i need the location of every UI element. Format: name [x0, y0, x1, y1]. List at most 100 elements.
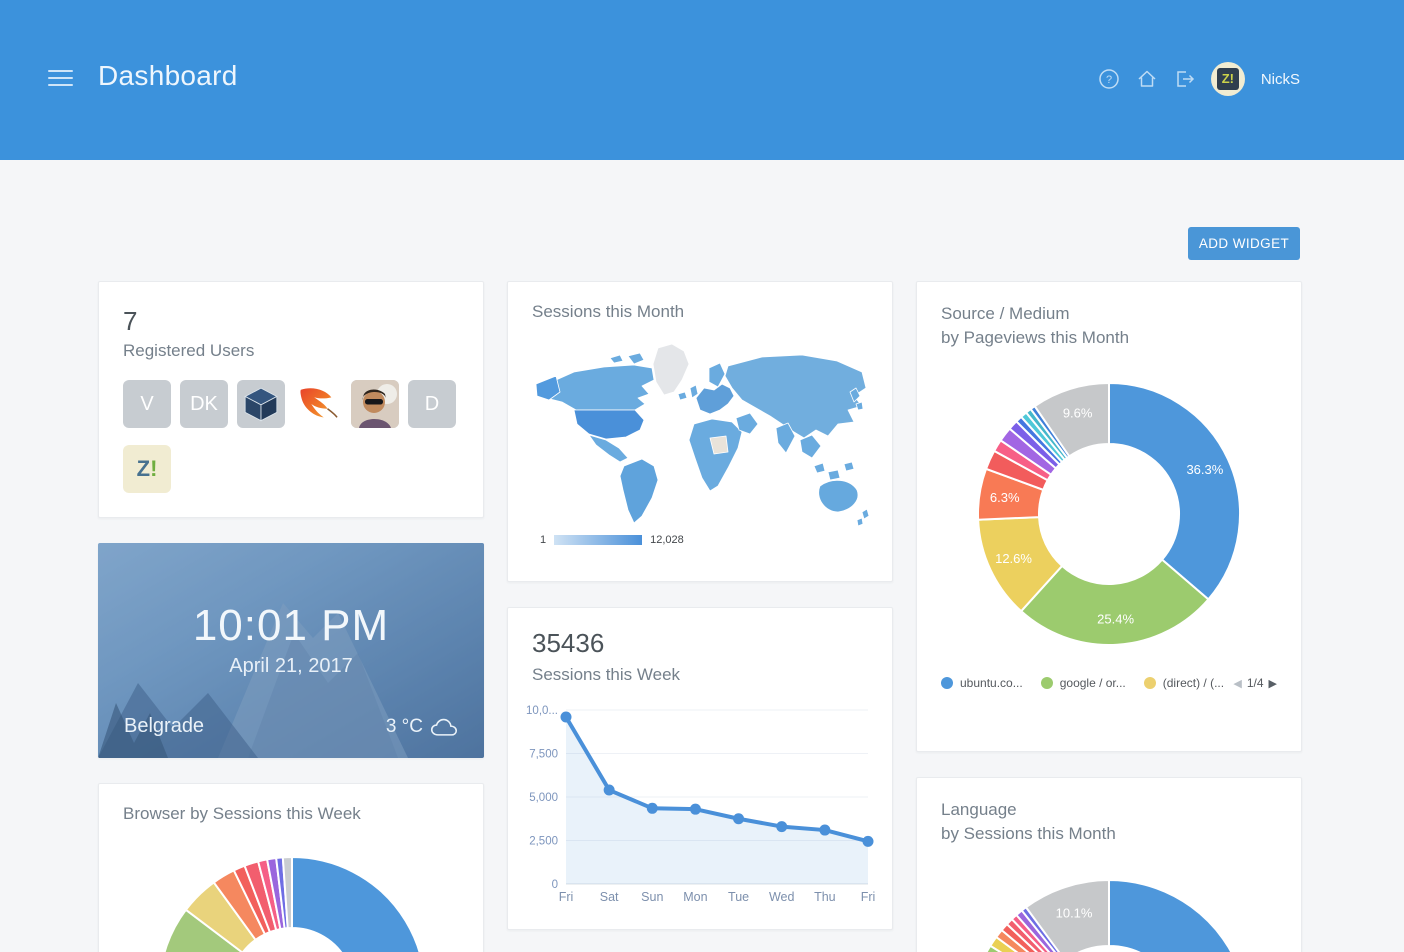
map-africa — [688, 418, 743, 492]
user-tile-zlogo[interactable]: Z! — [123, 445, 171, 493]
legend-item[interactable]: google / or... — [1040, 676, 1126, 690]
world-map-chart[interactable] — [532, 340, 870, 532]
line-data-point[interactable] — [733, 813, 745, 825]
user-tile-initials[interactable]: DK — [180, 380, 228, 428]
y-axis-tick-label: 2,500 — [529, 836, 558, 848]
map-card-title: Sessions this Month — [532, 302, 685, 321]
language-title-line2: by Sessions this Month — [941, 824, 1116, 843]
donut-slice[interactable] — [1019, 558, 1210, 646]
source-medium-title-line1: Source / Medium — [941, 304, 1070, 323]
x-axis-tick-label: Mon — [683, 890, 707, 904]
donut-slice[interactable] — [1108, 878, 1249, 952]
line-data-point[interactable] — [862, 835, 874, 847]
donut-slice[interactable] — [1033, 381, 1110, 458]
y-axis-tick-label: 0 — [552, 879, 558, 891]
svg-text:?: ? — [1106, 74, 1112, 86]
browser-sessions-card: Browser by Sessions this Week — [98, 783, 484, 952]
language-card: Language by Sessions this Month 40%43.9%… — [916, 777, 1302, 952]
logout-icon[interactable] — [1173, 67, 1197, 91]
user-tile-photo[interactable] — [351, 380, 399, 428]
donut-slice[interactable] — [183, 855, 425, 952]
sessions-week-label: Sessions this Week — [532, 665, 681, 684]
user-photo — [351, 380, 399, 428]
clock-time: 10:01 PM — [192, 601, 390, 650]
source-medium-legend: ubuntu.co... google / or... (direct) / (… — [941, 676, 1277, 690]
legend-item[interactable]: (direct) / (... — [1143, 676, 1224, 690]
user-avatar[interactable]: Z! — [1210, 62, 1245, 96]
map-australia — [818, 480, 859, 513]
map-alaska — [535, 375, 561, 401]
line-data-point[interactable] — [819, 824, 831, 836]
registered-users-label: Registered Users — [123, 341, 255, 360]
pager-page-indicator: 1/4 — [1246, 676, 1264, 690]
x-axis-tick-label: Fri — [559, 890, 574, 904]
y-axis-tick-label: 5,000 — [529, 792, 558, 804]
user-tile-cube[interactable] — [237, 380, 285, 428]
sessions-month-map-card: Sessions this Month — [507, 281, 893, 582]
add-widget-button[interactable]: ADD WIDGET — [1188, 227, 1300, 260]
donut-slice-label: 36.3% — [1186, 462, 1223, 477]
map-europe — [695, 383, 735, 415]
clock-weather-card: 10:01 PM April 21, 2017 Belgrade 3 °C — [98, 543, 484, 758]
x-axis-tick-label: Sun — [641, 890, 663, 904]
browser-card-title: Browser by Sessions this Week — [123, 804, 361, 823]
language-donut-chart[interactable]: 40%43.9%10.1% — [964, 875, 1254, 952]
donut-slice[interactable] — [1024, 878, 1110, 952]
donut-slice-label: 6.3% — [990, 490, 1020, 505]
source-medium-card: Source / Medium by Pageviews this Month … — [916, 281, 1302, 752]
pager-next-icon[interactable]: ▶ — [1268, 677, 1277, 690]
legend-pager: ◀ 1/4 ▶ — [1233, 676, 1277, 690]
donut-slice[interactable] — [159, 908, 244, 952]
map-asia — [724, 354, 867, 439]
legend-dot — [1143, 677, 1156, 689]
donut-slice-label: 10.1% — [1056, 906, 1093, 921]
browser-donut-chart[interactable] — [156, 854, 428, 952]
registered-users-count: 7 — [123, 306, 138, 336]
donut-slice-label: 25.4% — [1097, 611, 1134, 626]
map-scale-min: 1 — [540, 534, 547, 546]
legend-dot — [941, 677, 953, 689]
app-header: Dashboard ? Z! NickS — [0, 0, 1404, 160]
map-scale-legend: 1 12,028 — [540, 534, 684, 546]
x-axis-tick-label: Fri — [861, 890, 876, 904]
help-icon[interactable]: ? — [1097, 67, 1121, 91]
map-south-america — [619, 458, 659, 524]
donut-slice[interactable] — [1015, 909, 1062, 952]
sessions-week-total: 35436 — [532, 628, 605, 658]
user-tile-initials[interactable]: V — [123, 380, 171, 428]
x-axis-tick-label: Wed — [769, 890, 795, 904]
line-data-point[interactable] — [689, 803, 701, 815]
line-data-point[interactable] — [776, 821, 788, 833]
feather-icon — [300, 388, 338, 418]
y-axis-tick-label: 10,0... — [526, 705, 558, 717]
map-north-america — [539, 364, 655, 411]
y-axis-tick-label: 7,500 — [529, 749, 558, 761]
weather-city: Belgrade — [124, 715, 205, 737]
donut-slice[interactable] — [1108, 381, 1241, 601]
sessions-week-line-chart[interactable]: 0 2,500 5,000 7,500 10,0... Fri Sat Sun Mon Tue We… — [518, 694, 882, 910]
cloud-icon — [430, 718, 458, 736]
pager-prev-icon[interactable]: ◀ — [1233, 677, 1242, 690]
x-axis-tick-label: Sat — [600, 890, 619, 904]
home-icon[interactable] — [1135, 67, 1159, 91]
line-data-point[interactable] — [646, 802, 658, 814]
user-tile-initials[interactable]: D — [408, 380, 456, 428]
menu-icon[interactable] — [48, 70, 73, 88]
user-name[interactable]: NickS — [1260, 70, 1300, 88]
map-scale-gradient — [554, 535, 643, 545]
legend-item[interactable]: ubuntu.co... — [941, 676, 1023, 690]
cube-icon — [244, 387, 278, 422]
x-axis-tick-label: Tue — [728, 890, 749, 904]
source-medium-title-line2: by Pageviews this Month — [941, 328, 1130, 347]
clock-date: April 21, 2017 — [229, 655, 353, 677]
map-greenland — [652, 343, 690, 396]
map-usa — [573, 409, 645, 440]
line-data-point[interactable] — [560, 711, 572, 723]
user-tile-feather[interactable] — [294, 380, 342, 428]
legend-dot — [1040, 677, 1053, 689]
source-medium-donut-chart[interactable]: 36.3% 25.4% 12.6% 6.3% 9.6% — [977, 381, 1241, 646]
donut-slice[interactable] — [281, 855, 293, 930]
language-title-line1: Language — [941, 800, 1017, 819]
line-data-point[interactable] — [603, 784, 615, 796]
avatar-logo: Z! — [1216, 68, 1239, 90]
